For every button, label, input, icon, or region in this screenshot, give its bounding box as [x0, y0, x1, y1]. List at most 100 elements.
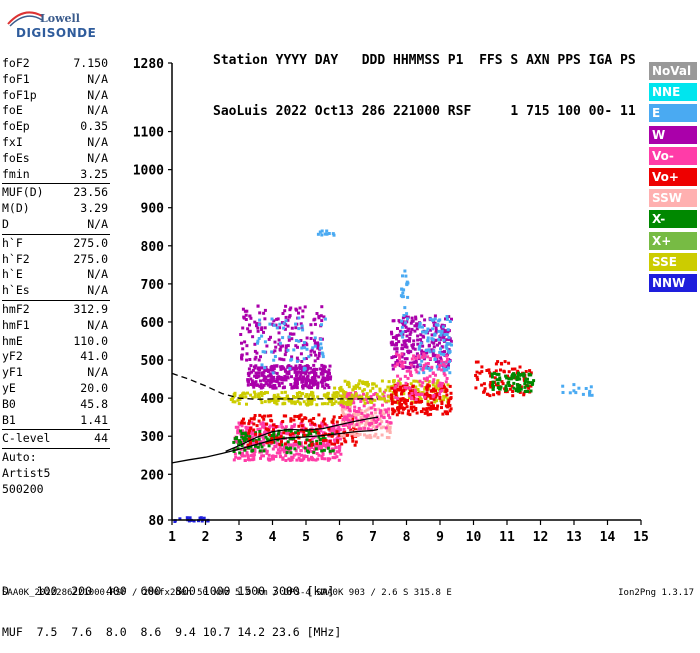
echo-point — [319, 371, 323, 375]
echo-point — [488, 383, 492, 387]
echo-point — [418, 383, 422, 387]
param-label: fxI — [2, 134, 23, 149]
echo-point — [363, 423, 367, 427]
echo-point — [244, 395, 248, 399]
echo-point — [341, 390, 345, 394]
echo-point — [255, 424, 259, 428]
echo-point — [324, 370, 328, 374]
echo-point — [333, 431, 337, 435]
echo-point — [309, 353, 313, 357]
echo-point — [351, 439, 355, 443]
echo-point — [249, 426, 253, 430]
echo-point — [247, 457, 250, 461]
echo-point — [314, 371, 318, 375]
echo-point — [255, 376, 258, 379]
echo-point — [425, 411, 429, 415]
echo-point — [282, 450, 286, 454]
echo-point — [246, 443, 250, 447]
echo-point — [278, 451, 282, 455]
echo-point — [332, 402, 336, 405]
echo-point — [433, 317, 437, 321]
echo-point — [253, 392, 257, 396]
echo-point — [231, 400, 235, 404]
echo-point — [426, 400, 430, 404]
echo-point — [336, 427, 340, 431]
echo-point — [312, 363, 316, 367]
echo-point — [322, 439, 325, 442]
echo-point — [426, 394, 430, 397]
echo-point — [368, 433, 372, 437]
echo-point — [433, 400, 437, 404]
echo-point — [414, 390, 418, 394]
echo-point — [338, 428, 342, 432]
echo-point — [279, 365, 283, 369]
echo-point — [319, 342, 323, 346]
echo-point — [293, 423, 297, 427]
echo-point — [245, 358, 249, 362]
echo-point — [278, 442, 282, 446]
echo-point — [370, 422, 374, 425]
echo-point — [275, 326, 279, 330]
echo-point — [371, 414, 375, 418]
echo-point — [260, 334, 264, 338]
echo-point — [354, 416, 358, 420]
echo-point — [238, 423, 242, 427]
echo-point — [404, 274, 408, 278]
echo-point — [357, 395, 361, 399]
echo-point — [282, 378, 286, 382]
echo-point — [316, 232, 320, 236]
echo-point — [272, 323, 276, 327]
echo-point — [267, 444, 271, 448]
echo-point — [319, 429, 323, 433]
echo-point — [272, 428, 275, 432]
echo-point — [314, 458, 318, 462]
echo-point — [331, 232, 335, 236]
echo-point — [246, 391, 249, 395]
echo-point — [301, 384, 304, 388]
echo-point — [178, 517, 182, 521]
echo-point — [532, 379, 536, 383]
echo-point — [306, 378, 310, 382]
echo-point — [256, 445, 260, 449]
echo-point — [389, 341, 393, 345]
echo-point — [270, 437, 274, 441]
echo-point — [277, 338, 281, 342]
echo-point — [366, 384, 370, 388]
echo-point — [425, 351, 429, 355]
echo-point — [433, 321, 437, 325]
echo-point — [296, 382, 299, 386]
echo-point — [357, 424, 361, 428]
echo-point — [272, 379, 276, 383]
echo-point — [351, 424, 355, 428]
echo-point — [317, 413, 321, 417]
echo-point — [420, 349, 424, 353]
echo-point — [303, 367, 307, 371]
echo-point — [254, 355, 258, 359]
echo-point — [332, 415, 336, 419]
echo-point — [561, 391, 565, 394]
echo-point — [249, 316, 253, 320]
echo-point — [412, 405, 416, 409]
x-tick-label: 11 — [499, 530, 515, 545]
echo-point — [429, 389, 433, 393]
echo-point — [396, 396, 400, 400]
echo-point — [309, 337, 313, 340]
echo-point — [345, 392, 349, 396]
echo-point — [398, 403, 402, 407]
echo-point — [251, 368, 255, 372]
echo-point — [245, 451, 249, 455]
echo-point — [396, 359, 399, 363]
echo-point — [340, 433, 344, 437]
echo-point — [360, 395, 364, 399]
echo-point — [324, 445, 328, 449]
echo-point — [374, 420, 378, 424]
echo-point — [421, 366, 425, 370]
echo-point — [387, 380, 391, 384]
echo-point — [276, 438, 280, 442]
echo-point — [248, 435, 252, 439]
echo-point — [333, 456, 337, 460]
echo-point — [491, 387, 495, 391]
echo-point — [321, 422, 325, 426]
echo-point — [403, 398, 407, 402]
echo-point — [316, 384, 320, 388]
